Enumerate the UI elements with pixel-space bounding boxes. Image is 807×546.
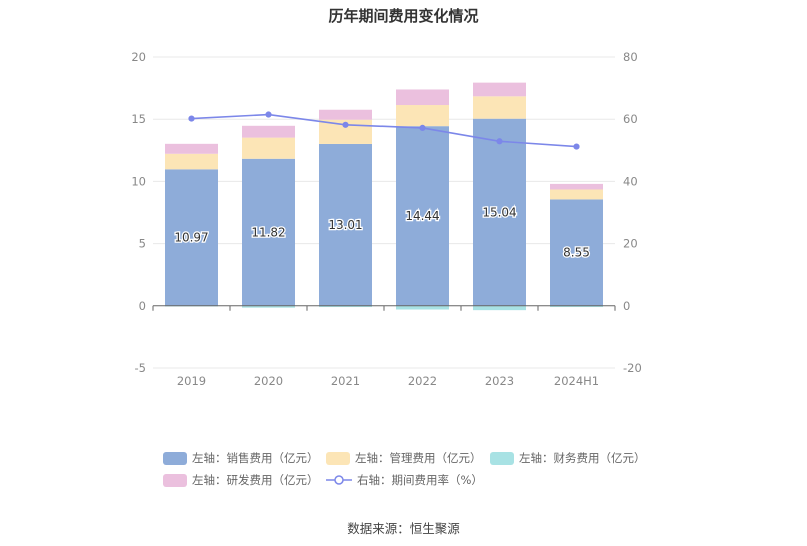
- legend-line-marker-icon: [326, 475, 352, 485]
- right-axis-tick-label: 60: [623, 112, 638, 126]
- legend-item-rnd[interactable]: 左轴：研发费用（亿元）: [163, 472, 319, 488]
- bar-segment: [242, 158, 295, 306]
- sales-data-label: 11.82: [251, 225, 285, 239]
- bar-segment: [473, 118, 526, 306]
- legend-swatch-finance: [490, 451, 514, 465]
- bar-series: [165, 82, 603, 311]
- legend-item-finance[interactable]: 左轴：财务费用（亿元）: [490, 450, 646, 466]
- legend-label-expense-ratio: 右轴：期间费用率（%）: [357, 473, 483, 487]
- bar-segment: [473, 96, 526, 119]
- bar-segment: [242, 137, 295, 159]
- right-axis-tick-label: -20: [623, 361, 642, 375]
- x-axis-tick-label: 2024H1: [554, 374, 599, 388]
- bar-segment: [550, 199, 603, 306]
- x-axis-tick-label: 2022: [408, 374, 437, 388]
- data-source: 数据来源：恒生聚源: [347, 521, 460, 536]
- expense-ratio-point: [573, 143, 580, 150]
- expense-ratio-point: [265, 111, 272, 118]
- bar-segment: [396, 105, 449, 127]
- chart-title: 历年期间费用变化情况: [328, 7, 479, 25]
- bar-segment: [165, 169, 218, 306]
- bar-segment: [550, 183, 603, 190]
- left-axis-tick-label: 10: [131, 174, 146, 188]
- bar-segment: [165, 153, 218, 170]
- right-axis-tick-label: 80: [623, 50, 638, 64]
- bar-segment: [396, 305, 449, 310]
- legend-label-rnd: 左轴：研发费用（亿元）: [192, 473, 319, 487]
- bar-segment: [473, 305, 526, 311]
- bar-segment: [473, 82, 526, 97]
- left-axis-tick-label: -5: [135, 361, 146, 375]
- x-axis-tick-label: 2019: [177, 374, 206, 388]
- legend-label-sales: 左轴：销售费用（亿元）: [192, 451, 319, 465]
- expense-ratio-point: [342, 121, 349, 128]
- legend-swatch-rnd: [163, 473, 187, 487]
- legend-label-finance: 左轴：财务费用（亿元）: [519, 451, 646, 465]
- legend-swatch-sales: [163, 451, 187, 465]
- sales-data-label: 13.01: [328, 218, 362, 232]
- sales-data-label: 14.44: [405, 209, 439, 223]
- expense-ratio-point: [419, 124, 426, 132]
- grid-lines: [153, 56, 615, 369]
- bar-segment: [550, 305, 603, 308]
- expense-ratio-point: [496, 138, 503, 145]
- x-axis-tick-label: 2023: [485, 374, 514, 388]
- bar-segment: [396, 89, 449, 106]
- bar-segment: [319, 305, 372, 308]
- legend-item-admin[interactable]: 左轴：管理费用（亿元）: [326, 450, 482, 466]
- legend-label-admin: 左轴：管理费用（亿元）: [355, 451, 482, 465]
- right-axis-tick-label: 0: [623, 299, 630, 313]
- x-axis-tick-label: 2020: [254, 374, 283, 388]
- sales-data-label: 10.97: [174, 231, 208, 245]
- legend-item-sales[interactable]: 左轴：销售费用（亿元）: [163, 450, 319, 466]
- left-axis-tick-label: 0: [139, 299, 146, 313]
- bar-segment: [396, 126, 449, 306]
- bar-segment: [242, 305, 295, 308]
- bar-segment: [319, 109, 372, 120]
- legend-swatch-admin: [326, 451, 350, 465]
- bar-segment: [242, 125, 295, 138]
- x-axis-tick-label: 2021: [331, 374, 360, 388]
- bar-segment: [165, 143, 218, 154]
- left-axis-tick-label: 15: [131, 112, 146, 126]
- right-axis-tick-label: 20: [623, 237, 638, 251]
- expense-ratio-line: [191, 113, 577, 148]
- bar-segment: [319, 143, 372, 306]
- legend-item-expense-ratio[interactable]: 右轴：期间费用率（%）: [326, 472, 483, 488]
- line-series: [188, 111, 580, 150]
- axes: -5 0 5 10 15 20 -20 0 20 40 60 80 2019 2020 2021 2022 20…: [131, 50, 641, 388]
- data-labels: 10.97 11.82 13.01 14.44 15.04 8.55: [173, 204, 591, 261]
- sales-data-label: 15.04: [482, 205, 516, 219]
- left-axis-tick-label: 20: [131, 50, 146, 64]
- bar-segment: [550, 189, 603, 200]
- right-axis-tick-label: 40: [623, 174, 638, 188]
- left-axis-tick-label: 5: [139, 237, 146, 251]
- sales-data-label: 8.55: [563, 246, 590, 260]
- expense-ratio-point: [188, 115, 195, 122]
